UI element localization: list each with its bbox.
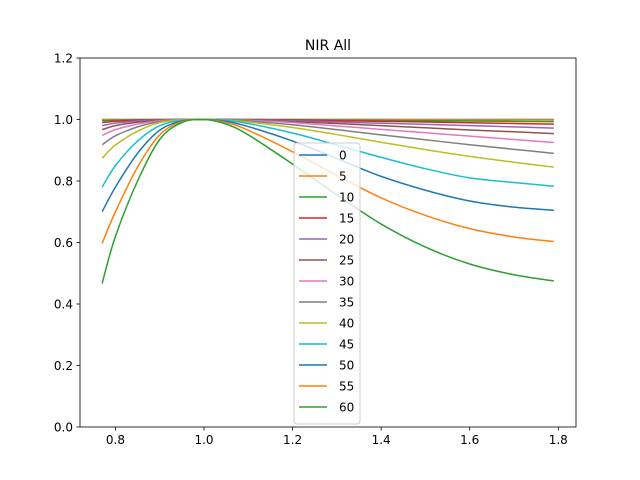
y-tick-label: 1.2 (54, 52, 73, 66)
series-line-60 (101, 118, 554, 284)
y-tick-label: 1.0 (54, 113, 73, 127)
series-line-45 (101, 118, 554, 188)
legend-label-40: 40 (339, 317, 354, 331)
x-tick-label: 1.6 (460, 433, 479, 447)
y-tick-label: 0.8 (54, 175, 73, 189)
y-tick-label: 0.4 (54, 298, 73, 312)
y-tick-label: 0.6 (54, 236, 73, 250)
legend: 0 5 10 15 20 25 30 35 40 45 50 55 60 (293, 142, 361, 425)
legend-label-10: 10 (339, 191, 354, 205)
legend-label-35: 35 (339, 296, 354, 310)
x-tick-label: 0.8 (106, 433, 125, 447)
legend-label-50: 50 (339, 359, 354, 373)
legend-label-0: 0 (339, 149, 347, 163)
series-line-40 (101, 118, 554, 168)
legend-label-15: 15 (339, 212, 354, 226)
x-tick-label: 1.8 (549, 433, 568, 447)
x-tick-label: 1.0 (194, 433, 213, 447)
series-line-35 (101, 118, 554, 155)
legend-label-20: 20 (339, 233, 354, 247)
series-layer (101, 118, 554, 284)
y-tick-label: 0.2 (54, 359, 73, 373)
legend-label-25: 25 (339, 254, 354, 268)
x-tick-label: 1.2 (283, 433, 302, 447)
legend-box (293, 142, 361, 425)
chart-title: NIR All (305, 38, 351, 54)
series-line-55 (101, 118, 554, 244)
x-tick-label: 1.4 (372, 433, 391, 447)
y-tick-label: 0.0 (54, 421, 73, 435)
legend-label-45: 45 (339, 338, 354, 352)
legend-label-60: 60 (339, 401, 354, 415)
legend-label-30: 30 (339, 275, 354, 289)
axes-layer: 0.8 1.0 1.2 1.4 1.6 1.8 0.0 0.2 0.4 0.6 0.8 1.0 1.2 (54, 52, 577, 447)
series-line-50 (101, 118, 554, 213)
legend-label-5: 5 (339, 170, 347, 184)
legend-label-55: 55 (339, 380, 354, 394)
